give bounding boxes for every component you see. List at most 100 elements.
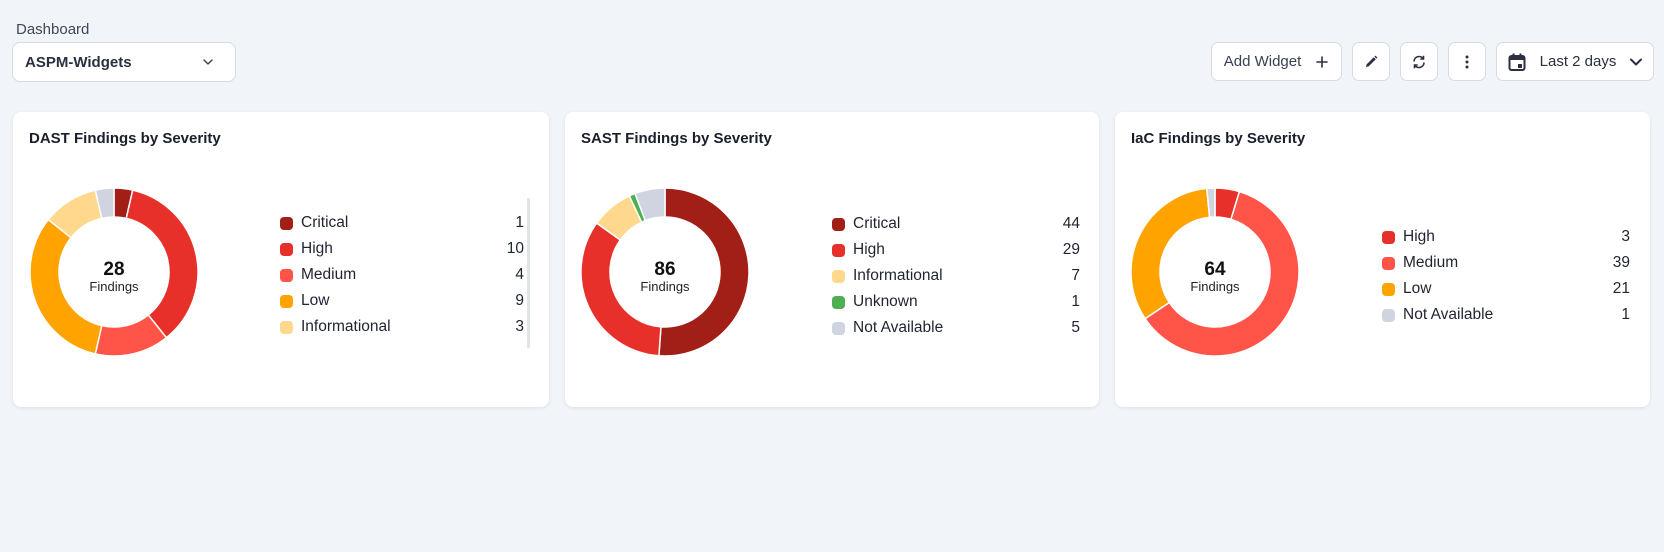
refresh-button[interactable] [1400,42,1438,81]
legend-swatch [1382,256,1395,270]
legend-label: Not Available [853,319,944,336]
legend-item-informational[interactable]: Informational 3 [280,314,524,340]
legend-swatch [832,269,845,283]
legend-count: 3 [1621,228,1630,245]
legend-item-informational[interactable]: Informational 7 [832,263,1080,289]
legend-item-critical[interactable]: Critical 1 [280,210,524,236]
donut-center-total: 64 Findings [1155,260,1275,294]
legend-count: 10 [506,240,524,257]
donut-chart [580,187,750,357]
legend-item-not-available[interactable]: Not Available 5 [832,315,1080,341]
plus-icon [1315,55,1329,69]
donut-slice-low[interactable] [29,218,103,355]
legend-swatch [280,242,293,256]
legend-swatch [832,217,845,231]
donut-center-total: 28 Findings [54,260,174,294]
legend-label: Critical [301,214,349,231]
dashboard-select[interactable]: ASPM-Widgets [12,42,236,82]
findings-total: 28 [103,259,125,280]
donut-slice-not-available[interactable] [634,187,666,222]
legend-count: 29 [1062,241,1080,258]
legend-swatch [1382,308,1395,322]
legend: Critical 44 High 29 Informational 7 Unknown 1 No… [832,211,1080,346]
donut-chart [29,187,199,357]
chevron-down-icon [201,55,215,69]
legend-swatch [832,321,845,335]
donut-slice-high[interactable] [125,189,199,339]
legend-item-medium[interactable]: Medium 39 [1382,250,1630,276]
legend-item-high[interactable]: High 10 [280,236,524,262]
legend-swatch [832,243,845,257]
legend-count: 4 [515,266,524,283]
legend-swatch [280,320,293,334]
more-vertical-icon [1459,54,1475,70]
legend-label: Low [1403,280,1432,297]
date-range-picker[interactable]: Last 2 days [1496,42,1654,81]
pencil-icon [1363,54,1379,70]
dashboard-select-value: ASPM-Widgets [25,53,132,71]
add-widget-label: Add Widget [1223,53,1302,70]
legend-item-not-available[interactable]: Not Available 1 [1382,302,1630,328]
legend-label: High [301,240,333,257]
legend-swatch [1382,282,1395,296]
legend-label: Medium [1403,254,1459,271]
legend-count: 39 [1612,254,1630,271]
donut-slice-low[interactable] [1130,187,1211,320]
legend-label: Not Available [1403,306,1494,323]
findings-label: Findings [89,279,139,294]
refresh-icon [1411,54,1427,70]
legend: High 3 Medium 39 Low 21 Not Available 1 [1382,224,1630,334]
breadcrumb: Dashboard [16,21,90,38]
legend-item-high[interactable]: High 29 [832,237,1080,263]
edit-dashboard-button[interactable] [1352,42,1390,81]
legend-label: High [1403,228,1435,245]
legend-swatch [1382,230,1395,244]
donut-slice-critical[interactable] [658,187,750,357]
widget-title: SAST Findings by Severity [581,130,772,147]
donut-center-total: 86 Findings [605,260,725,294]
findings-total: 86 [654,259,676,280]
legend: Critical 1 High 10 Medium 4 Low 9 Informational 3… [280,210,524,340]
legend-item-critical[interactable]: Critical 44 [832,211,1080,237]
legend-count: 7 [1071,267,1080,284]
legend-label: Critical [853,215,901,232]
legend-swatch [832,295,845,309]
donut-slice-not-available[interactable] [94,187,115,220]
legend-count: 5 [1071,319,1080,336]
legend-count: 21 [1612,280,1630,297]
legend-count: 44 [1062,215,1080,232]
findings-total: 64 [1204,259,1226,280]
chevron-down-icon [1629,55,1643,69]
legend-count: 9 [515,292,524,309]
add-widget-button[interactable]: Add Widget [1211,42,1342,81]
legend-swatch [280,216,293,230]
legend-item-low[interactable]: Low 21 [1382,276,1630,302]
legend-label: Medium [301,266,357,283]
date-range-label: Last 2 days [1539,53,1617,70]
legend-count: 3 [515,318,524,335]
legend-label: Informational [853,267,943,284]
legend-label: Informational [301,318,391,335]
legend-label: Unknown [853,293,918,310]
legend-scrollbar[interactable] [527,198,530,348]
legend-count: 1 [1071,293,1080,310]
legend-count: 1 [515,214,524,231]
donut-slice-medium[interactable] [1144,190,1300,357]
donut-chart [1130,187,1300,357]
more-options-button[interactable] [1448,42,1486,81]
legend-item-unknown[interactable]: Unknown 1 [832,289,1080,315]
widget-title: DAST Findings by Severity [29,130,221,147]
donut-slice-not-available[interactable] [1205,187,1216,219]
toolbar: Add Widget Last 2 days [1211,42,1654,81]
legend-swatch [280,294,293,308]
widget-title: IaC Findings by Severity [1131,130,1306,147]
findings-label: Findings [1190,279,1240,294]
legend-item-low[interactable]: Low 9 [280,288,524,314]
legend-swatch [280,268,293,282]
legend-item-medium[interactable]: Medium 4 [280,262,524,288]
widget-card-sast: SAST Findings by Severity 86 Findings Cr… [565,112,1099,407]
donut-slice-high[interactable] [580,222,662,357]
widget-card-iac: IaC Findings by Severity 64 Findings Hig… [1115,112,1650,407]
legend-item-high[interactable]: High 3 [1382,224,1630,250]
widget-card-dast: DAST Findings by Severity 28 Findings Cr… [13,112,549,407]
